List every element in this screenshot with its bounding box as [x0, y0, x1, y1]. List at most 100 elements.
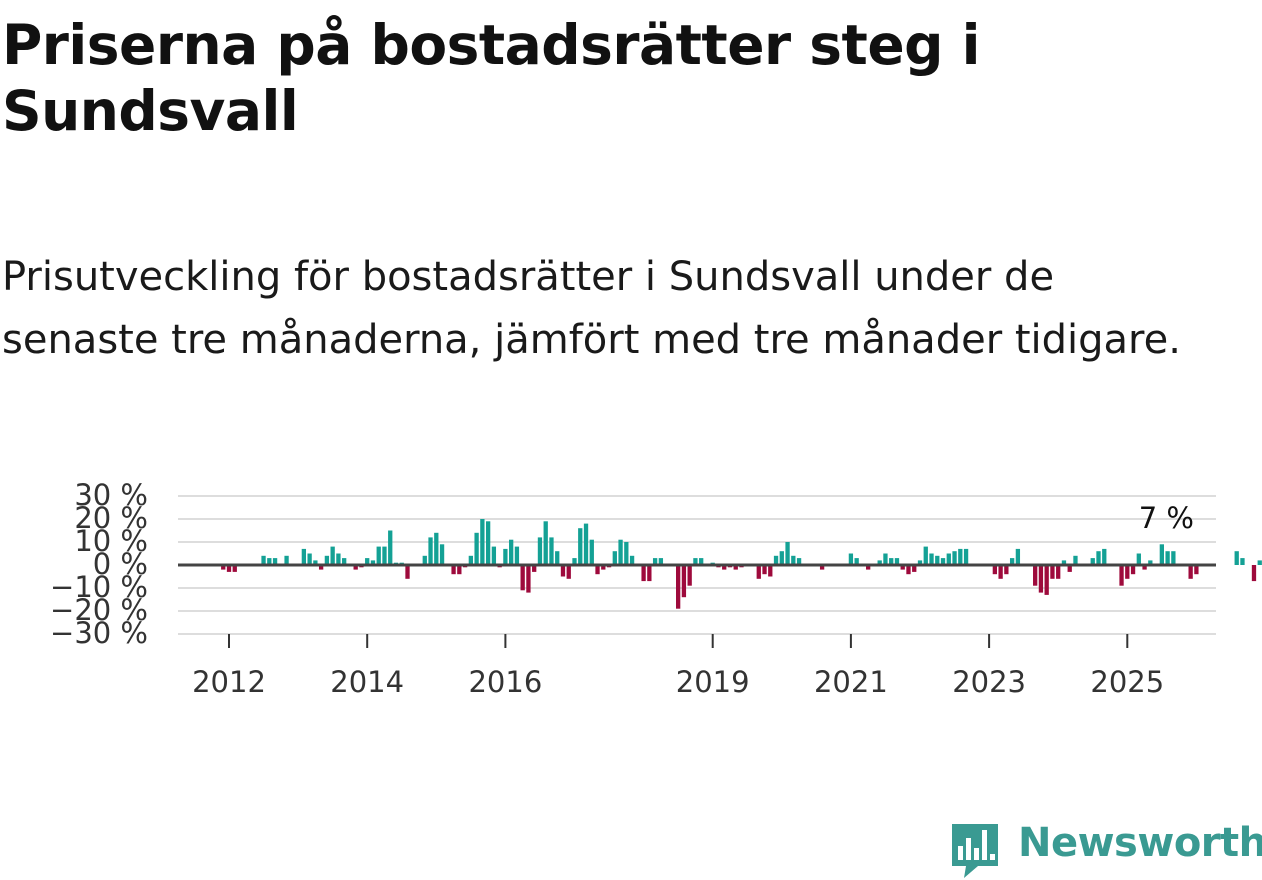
- y-tick-label: −30 %: [50, 616, 148, 650]
- bar: [382, 546, 387, 565]
- bar: [917, 560, 923, 565]
- bar: [1159, 544, 1164, 565]
- bar: [307, 553, 312, 565]
- x-tick-label: 2012: [192, 665, 266, 699]
- x-tick-label: 2025: [1090, 665, 1164, 699]
- bar: [618, 539, 623, 565]
- bar: [330, 546, 335, 565]
- x-tick-label: 2023: [952, 665, 1026, 699]
- bar: [485, 521, 491, 565]
- bar: [365, 558, 370, 565]
- bar: [543, 521, 548, 565]
- bar: [866, 565, 871, 570]
- bar: [940, 558, 946, 565]
- bar: [877, 560, 882, 565]
- bar: [1038, 565, 1044, 593]
- bar: [900, 565, 905, 570]
- bar: [658, 558, 664, 565]
- bar: [612, 551, 617, 565]
- bar: [894, 558, 900, 565]
- x-tick-label: 2021: [814, 665, 888, 699]
- bar: [468, 555, 473, 565]
- bar: [1061, 560, 1067, 565]
- bar: [1015, 548, 1021, 565]
- bar: [1148, 560, 1153, 565]
- bar: [946, 553, 951, 565]
- bar: [998, 565, 1003, 579]
- newsworthy-logo-text: Newsworthy: [1018, 820, 1262, 866]
- bar: [434, 532, 439, 565]
- bar: [272, 558, 278, 565]
- bar: [267, 558, 272, 565]
- bar: [1009, 558, 1015, 565]
- bar: [226, 565, 232, 572]
- bar: [457, 565, 462, 575]
- bar: [1125, 565, 1130, 579]
- bar: [952, 551, 957, 565]
- bar: [284, 555, 289, 565]
- y-tick-label: 10 %: [74, 524, 148, 558]
- bar: [342, 558, 347, 565]
- y-axis: 30 %20 %10 %0 %−10 %−20 %−30 %: [50, 478, 148, 650]
- x-tick-label: 2019: [676, 665, 750, 699]
- bar: [324, 555, 330, 565]
- bar: [560, 565, 566, 577]
- bar: [1090, 558, 1095, 565]
- bar: [1130, 565, 1136, 575]
- bar: [1188, 565, 1193, 579]
- bar: [1067, 565, 1072, 572]
- bar: [232, 565, 237, 572]
- bar: [388, 530, 393, 565]
- bar: [681, 565, 687, 598]
- bar: [1050, 565, 1055, 579]
- bar: [773, 555, 779, 565]
- bar: [756, 565, 761, 579]
- bar: [687, 565, 692, 586]
- bar: [509, 539, 514, 565]
- bar: [313, 560, 318, 565]
- bar: [929, 553, 934, 565]
- gridlines: [178, 495, 1216, 635]
- newsworthy-logo: Newsworthy: [950, 818, 1262, 880]
- bar: [785, 542, 790, 565]
- bar: [1004, 565, 1009, 575]
- bar: [652, 558, 658, 565]
- bar: [1096, 551, 1101, 565]
- bar: [1257, 560, 1262, 565]
- bar: [963, 548, 969, 565]
- bar: [595, 565, 600, 575]
- chart-title: Priserna på bostadsrätter steg i Sundsva…: [2, 13, 981, 143]
- chart-subtitle: Prisutveckling för bostadsrätter i Sunds…: [2, 254, 1181, 363]
- bar: [699, 558, 704, 565]
- bar: [733, 565, 738, 570]
- bar: [583, 523, 589, 565]
- bar: [514, 546, 520, 565]
- bar: [336, 553, 341, 565]
- bar: [451, 565, 456, 575]
- bar: [1136, 553, 1141, 565]
- bar: [1165, 551, 1170, 565]
- bar: [1142, 565, 1147, 570]
- bar: [791, 555, 796, 565]
- bar: [376, 546, 381, 565]
- bar: [992, 565, 998, 575]
- bar: [1056, 565, 1061, 579]
- x-axis: 2012 2014 2016 2019 2021 2023 2025: [192, 634, 1164, 699]
- bar: [566, 565, 571, 579]
- bar: [912, 565, 917, 572]
- x-tick-label: 2014: [330, 665, 404, 699]
- bar: [532, 565, 537, 572]
- bar: [549, 537, 554, 565]
- bar: [428, 537, 433, 565]
- bar: [405, 565, 410, 579]
- bar: [935, 555, 940, 565]
- bar: [578, 528, 583, 565]
- bar: [1102, 548, 1107, 565]
- bar: [1044, 565, 1049, 595]
- bar: [439, 544, 445, 565]
- bar: [923, 546, 928, 565]
- bar: [854, 558, 859, 565]
- bar: [589, 539, 594, 565]
- y-tick-label: 0 %: [93, 547, 148, 581]
- bars: [221, 519, 1262, 609]
